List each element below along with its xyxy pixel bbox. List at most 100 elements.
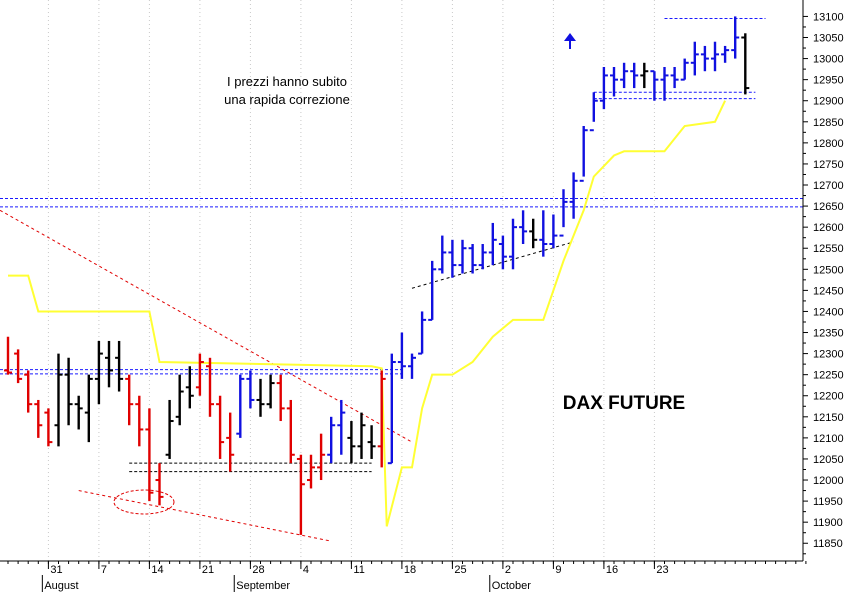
price-bar	[589, 92, 598, 132]
y-tick-label: 12250	[813, 370, 844, 382]
trendlines	[0, 209, 574, 542]
price-bar	[165, 399, 174, 459]
price-bar	[569, 172, 578, 219]
x-tick-label: 9	[555, 564, 561, 576]
resistance-trendline	[0, 209, 413, 443]
price-bar	[700, 45, 709, 72]
price-bar	[509, 218, 517, 270]
price-bar	[488, 222, 497, 266]
y-tick-label: 12050	[813, 454, 844, 466]
y-tick-label: 13100	[813, 11, 844, 23]
price-bar	[307, 454, 315, 489]
y-tick-label: 12750	[813, 159, 844, 171]
y-tick-label: 12200	[813, 391, 844, 403]
price-bar	[549, 214, 558, 249]
price-bar	[155, 463, 164, 506]
moving-average-line	[8, 100, 727, 527]
y-tick-label: 12800	[813, 138, 844, 150]
x-tick-label: 23	[656, 564, 668, 576]
price-bar	[64, 357, 73, 426]
y-tick-label: 12000	[813, 475, 844, 487]
x-tick-label: 31	[50, 564, 62, 576]
price-bar	[579, 126, 588, 182]
y-tick-label: 12550	[813, 243, 844, 255]
y-tick-label: 12350	[813, 328, 844, 340]
y-tick-label: 11900	[813, 517, 843, 529]
x-tick-label: 7	[101, 564, 107, 576]
price-bar	[317, 433, 326, 481]
price-bar	[236, 374, 245, 438]
price-bar	[418, 311, 427, 355]
price-bar	[660, 67, 669, 101]
x-tick-label: 4	[303, 564, 309, 576]
price-bar	[741, 33, 750, 95]
y-tick-label: 13000	[813, 54, 844, 66]
price-bar	[135, 395, 144, 447]
y-axis: 11850 11900 11950 12000 12050 12100 12150 12200…	[802, 0, 844, 561]
support-trendline-lower	[78, 490, 332, 542]
price-bar	[327, 416, 336, 464]
up-arrow-icon	[564, 33, 576, 49]
price-bar	[377, 370, 386, 468]
x-tick-label: 2	[505, 564, 511, 576]
x-tick-label: 11	[353, 564, 364, 576]
annotations: I prezzi hanno subito una rapida correzi…	[113, 33, 685, 515]
price-bar	[347, 421, 356, 464]
price-bar	[206, 357, 214, 417]
price-bar	[690, 41, 699, 76]
price-bar	[14, 349, 23, 384]
price-bar	[367, 425, 376, 459]
price-bar	[276, 374, 285, 422]
y-tick-label: 12600	[813, 222, 844, 234]
price-bar	[296, 454, 305, 535]
x-tick-label: 18	[404, 564, 416, 576]
price-bar	[610, 67, 618, 97]
price-bar	[539, 210, 548, 257]
price-bar	[529, 218, 538, 249]
y-tick-label: 12100	[813, 433, 844, 445]
price-bar	[731, 16, 740, 59]
y-tick-label: 12500	[813, 264, 844, 276]
price-bar	[357, 412, 366, 459]
price-bars	[4, 16, 750, 535]
price-bar	[478, 244, 487, 270]
price-bar	[24, 370, 33, 413]
price-bar	[246, 370, 255, 409]
y-tick-label: 13050	[813, 33, 844, 45]
y-tick-label: 12400	[813, 306, 844, 318]
y-tick-label: 12450	[813, 285, 844, 297]
month-label: September	[236, 580, 290, 592]
annotation-line-1: I prezzi hanno subito	[227, 74, 347, 89]
y-tick-label: 12900	[813, 96, 844, 108]
price-bar	[195, 353, 204, 396]
y-tick-label: 12700	[813, 180, 844, 192]
price-bar	[185, 366, 194, 409]
price-bar	[559, 189, 568, 237]
price-bar	[397, 332, 406, 379]
price-bar	[468, 244, 477, 274]
price-bar	[650, 70, 659, 101]
annotation-line-2: una rapida correzione	[224, 92, 350, 107]
price-bar	[428, 260, 437, 321]
price-bar	[266, 374, 275, 409]
moving-average	[8, 100, 727, 527]
price-bar	[125, 374, 134, 426]
y-tick-label: 12850	[813, 117, 844, 129]
price-bar	[54, 353, 63, 447]
price-bar	[337, 399, 346, 455]
price-bar	[640, 62, 649, 89]
price-bar	[721, 45, 730, 63]
price-bar	[226, 412, 235, 472]
y-tick-label: 12650	[813, 201, 844, 213]
grid	[47, 0, 655, 561]
y-tick-label: 12150	[813, 412, 844, 424]
price-bar	[438, 235, 447, 274]
highlight-ellipse	[113, 489, 175, 515]
price-bar	[670, 67, 679, 89]
price-bar	[620, 62, 629, 89]
y-tick-label: 11850	[813, 538, 843, 550]
x-tick-label: 25	[454, 564, 466, 576]
price-bar	[448, 239, 457, 278]
y-tick-label: 12950	[813, 75, 844, 87]
